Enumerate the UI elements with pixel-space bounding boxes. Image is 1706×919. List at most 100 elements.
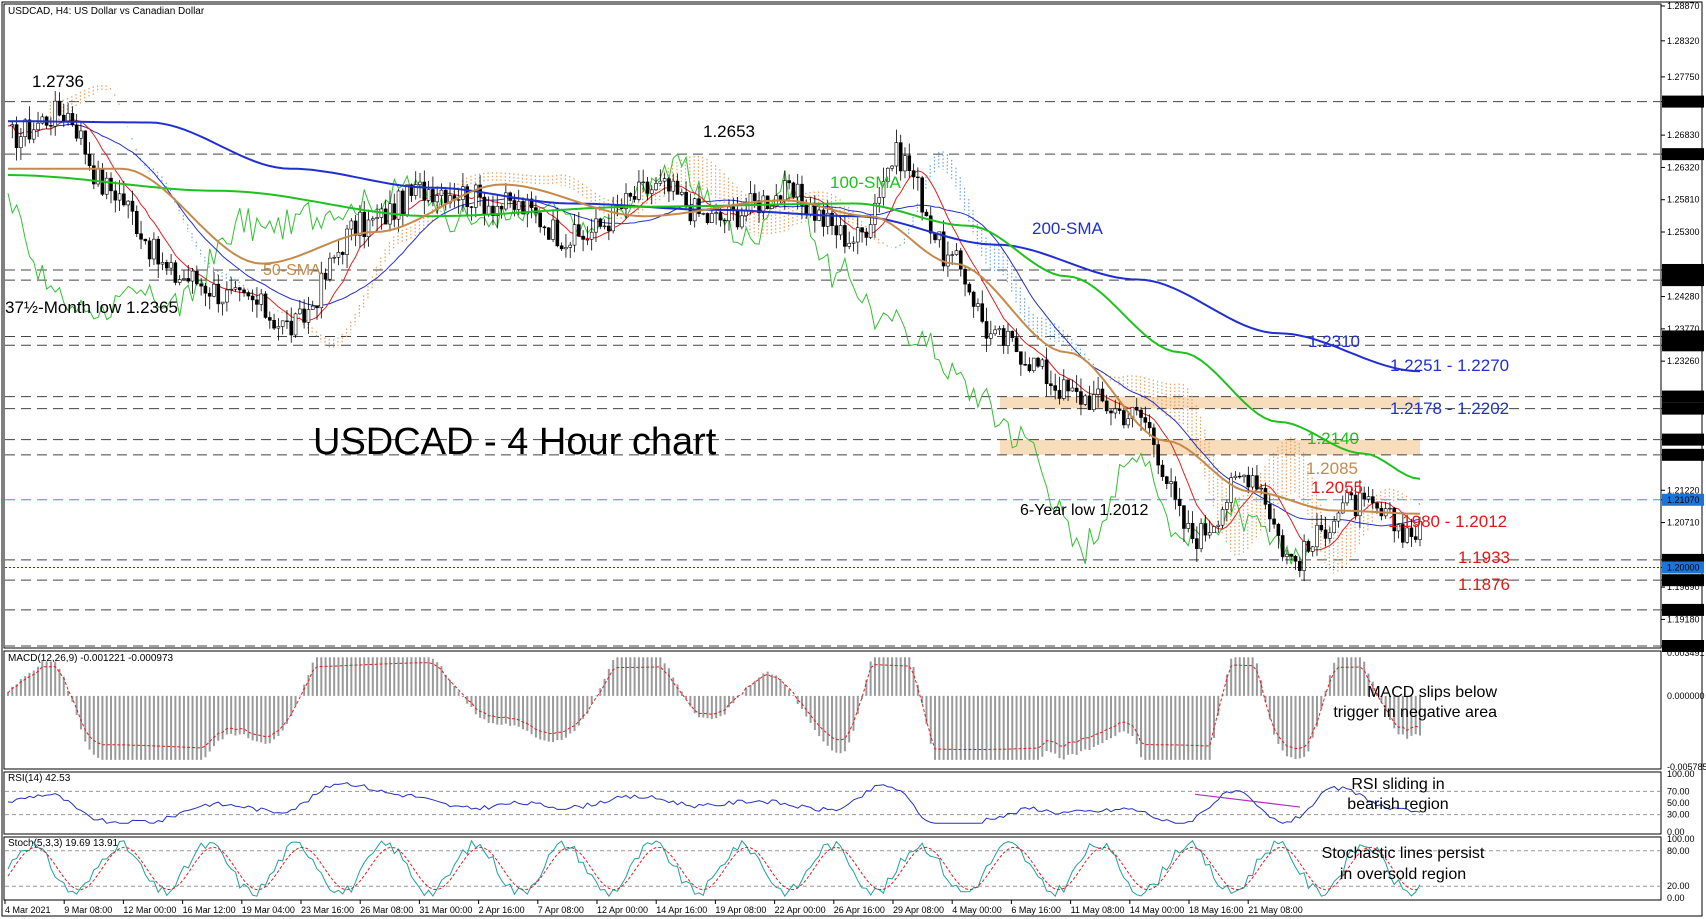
candle-body-239	[1031, 357, 1036, 372]
candle-body-107	[465, 186, 470, 208]
date-label-11: 14 Apr 16:00	[656, 905, 707, 915]
candle-body-218	[941, 231, 946, 267]
rsi-line	[7, 782, 1421, 824]
candle-body-126	[546, 227, 551, 240]
candle-body-12	[57, 100, 62, 116]
candle-body-186	[804, 205, 809, 215]
candle-body-70	[306, 309, 311, 323]
candle-body-29	[130, 200, 135, 212]
candle-body-166	[718, 212, 723, 221]
stoch-axis-label-0: 100.00	[1667, 834, 1695, 844]
candle-body-329	[1418, 521, 1422, 540]
candle-body-174	[752, 193, 757, 201]
candle-body-323	[1392, 507, 1397, 532]
price-tick-label-6: 1.26320	[1667, 162, 1700, 172]
candle-body-119	[516, 201, 521, 210]
candle-body-140	[607, 225, 611, 232]
price-tick-bg-3	[1662, 95, 1704, 108]
candle-body-7	[36, 122, 40, 131]
price-tick-bg-27	[1662, 603, 1704, 616]
candle-body-306	[1319, 524, 1324, 531]
candle-body-71	[310, 305, 315, 310]
candle-body-66	[289, 320, 294, 336]
candle-body-8	[40, 116, 45, 124]
candle-body-16	[74, 124, 79, 139]
date-label-12: 19 Apr 08:00	[715, 905, 766, 915]
candle-body-38	[169, 262, 173, 269]
price-tick-bg-16	[1662, 390, 1704, 403]
candle-body-274	[1182, 505, 1186, 529]
rsi-panel	[3, 771, 1662, 835]
date-label-14: 26 Apr 16:00	[834, 905, 885, 915]
candle-body-194	[838, 225, 843, 236]
stoch-axis-label-3: 0.00	[1667, 893, 1685, 903]
date-label-2: 12 Mar 00:00	[123, 905, 176, 915]
candle-body-284	[1225, 502, 1229, 510]
candle-body-135	[585, 238, 590, 241]
price-annotation-5: 200-SMA	[1032, 219, 1104, 238]
price-tick-bg-10	[1662, 274, 1704, 287]
date-label-18: 11 May 08:00	[1071, 905, 1125, 915]
candle-body-82	[358, 211, 362, 236]
candle-body-289	[1246, 474, 1251, 488]
candle-body-122	[529, 198, 534, 208]
candle-body-105	[456, 199, 461, 201]
candle-body-47	[207, 292, 212, 297]
candle-body-250	[1079, 391, 1083, 405]
candle-body-182	[787, 180, 791, 184]
candle-body-201	[868, 224, 873, 238]
stoch-layer: 100.00 80.00 20.00 0.00 Stochastic lines per…	[5, 834, 1695, 903]
candle-body-273	[1177, 498, 1182, 506]
price-tick-label-21: 1.21070	[1667, 495, 1700, 505]
date-label-16: 4 May 00:00	[952, 905, 1002, 915]
macd-signal-line	[7, 662, 1421, 750]
stoch-panel-title: Stoch(5,3,3) 19.69 13.91	[8, 838, 119, 849]
candle-body-200	[864, 231, 869, 238]
candle-body-178	[770, 205, 774, 209]
candle-body-226	[976, 303, 980, 307]
candle-body-45	[199, 283, 203, 287]
candle-body-214	[924, 211, 929, 217]
candle-body-43	[190, 270, 195, 282]
candle-body-254	[1096, 388, 1100, 395]
stoch-axis-label-2: 20.00	[1667, 881, 1690, 891]
candle-body-125	[542, 226, 547, 229]
rsi-axis-label-1: 70.00	[1667, 786, 1690, 796]
candle-body-77	[336, 252, 341, 258]
candle-body-326	[1405, 527, 1409, 543]
candle-body-157	[680, 191, 684, 195]
candle-body-260	[1122, 410, 1126, 426]
candle-body-303	[1306, 541, 1311, 552]
candle-body-271	[1169, 481, 1173, 484]
price-tick-label-14: 1.23510	[1667, 340, 1700, 350]
candle-body-33	[147, 240, 152, 260]
candle-body-264	[1139, 409, 1143, 418]
candle-body-217	[937, 231, 942, 241]
candle-body-53	[233, 287, 238, 290]
price-tick-label-18: 1.22020	[1667, 435, 1700, 445]
candle-body-1	[10, 124, 15, 127]
candle-body-236	[1019, 351, 1023, 365]
candle-body-301	[1298, 560, 1302, 571]
price-tick-label-23: 1.20120	[1667, 555, 1700, 565]
candle-body-158	[684, 191, 688, 208]
candle-body-205	[886, 167, 890, 182]
candle-body-221	[954, 250, 959, 256]
price-tick-label-7: 1.25810	[1667, 195, 1700, 205]
candle-body-156	[675, 180, 680, 195]
candle-body-308	[1328, 532, 1332, 539]
candle-body-36	[160, 262, 165, 265]
price-tick-label-15: 1.23260	[1667, 356, 1700, 366]
kijun-line	[7, 123, 1421, 527]
candle-body-296	[1276, 523, 1281, 536]
candle-body-175	[757, 200, 761, 214]
candle-body-242	[1044, 359, 1049, 385]
candle-body-211	[911, 170, 916, 178]
candle-body-241	[1040, 359, 1045, 367]
candle-body-213	[920, 177, 924, 213]
candle-body-94	[409, 184, 414, 196]
candle-body-59	[259, 293, 264, 305]
candle-body-44	[195, 270, 199, 285]
candle-body-294	[1267, 504, 1272, 520]
candle-body-75	[328, 257, 332, 280]
